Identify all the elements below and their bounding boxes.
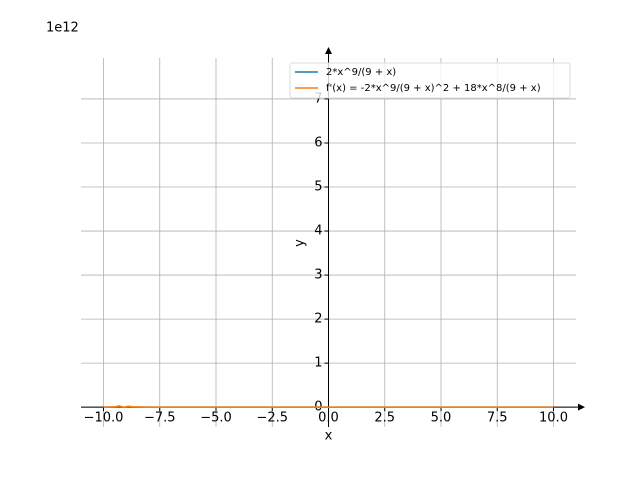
x-tick-label: −7.5 bbox=[144, 411, 176, 426]
y-tick-label: 3 bbox=[314, 268, 322, 283]
y-tick-label: 7 bbox=[314, 91, 322, 106]
offset-label: 1e12 bbox=[46, 21, 79, 36]
x-tick-label: −2.5 bbox=[256, 411, 288, 426]
y-tick-label: 5 bbox=[314, 180, 322, 195]
y-tick-label: 4 bbox=[314, 224, 322, 239]
x-tick-label: −5.0 bbox=[200, 411, 232, 426]
y-axis-label: y bbox=[293, 239, 308, 247]
x-tick-label: −10.0 bbox=[84, 411, 124, 426]
legend-label: f'(x) = -2*x^9/(9 + x)^2 + 18*x^8/(9 + x… bbox=[326, 83, 541, 94]
y-tick-label: 2 bbox=[314, 312, 322, 327]
y-tick-label: 6 bbox=[314, 135, 322, 150]
y-tick-label: 1 bbox=[314, 356, 322, 371]
legend-box bbox=[289, 62, 571, 99]
x-tick-label: 2.5 bbox=[374, 411, 395, 426]
x-tick-label: 10.0 bbox=[539, 411, 568, 426]
legend-label: 2*x^9/(9 + x) bbox=[326, 67, 396, 78]
series-line bbox=[103, 405, 554, 408]
x-tick-label: 7.5 bbox=[487, 411, 508, 426]
x-axis-label: x bbox=[325, 429, 333, 444]
x-arrow bbox=[578, 403, 585, 411]
x-tick-label: 5.0 bbox=[431, 411, 452, 426]
y-arrow bbox=[325, 47, 332, 54]
